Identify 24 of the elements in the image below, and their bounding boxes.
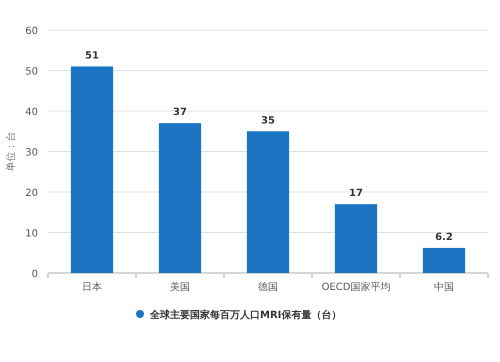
x-tick-label: 德国	[258, 282, 278, 293]
data-label: 35	[261, 115, 275, 126]
y-tick-label: 50	[25, 66, 38, 78]
y-tick-label: 30	[25, 148, 38, 158]
y-tick-label: 10	[25, 228, 38, 240]
data-label: 51	[85, 50, 99, 62]
data-label: 17	[349, 188, 363, 200]
y-tick-label: 0	[32, 269, 38, 280]
bar	[334, 204, 378, 273]
legend-label: 全球主要国家每百万人口MRI保有量（台）	[149, 309, 342, 321]
bar	[246, 131, 290, 273]
bar	[422, 248, 466, 273]
y-tick-label: 40	[25, 107, 38, 118]
bar	[70, 66, 114, 273]
y-tick-label: 20	[25, 188, 38, 199]
x-tick-label: 日本	[82, 281, 102, 293]
x-tick-label: 中国	[434, 281, 454, 293]
bar	[158, 123, 202, 273]
y-tick-label: 60	[25, 26, 38, 37]
x-tick-label: OECD国家平均	[322, 281, 390, 293]
data-label: 37	[173, 107, 187, 118]
x-tick-label: 美国	[170, 281, 190, 293]
data-label: 6.2	[435, 232, 453, 243]
y-axis-title: 单位：台	[5, 132, 17, 172]
